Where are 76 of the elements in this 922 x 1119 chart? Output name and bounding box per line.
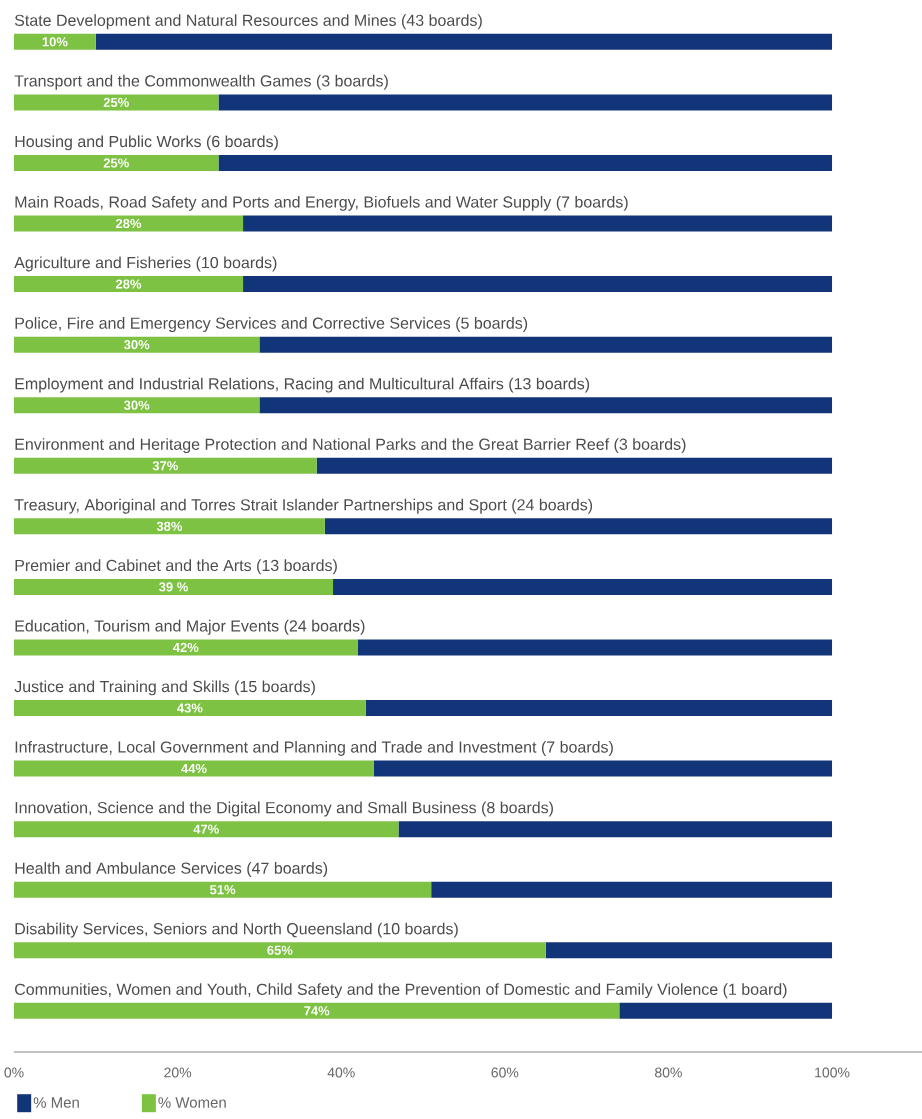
y-tick-label: Infrastructure, Local Government and Planning and Trade and Investment (7 boards) bbox=[15, 741, 613, 756]
bar bbox=[14, 881, 432, 898]
x-tick-label: 0% bbox=[4, 1067, 24, 1078]
y-tick-label: Communities, Women and Youth, Child Safety and the Prevention of Domestic and Family Violence (1 board) bbox=[15, 983, 787, 999]
y-tick-label: Main Roads, Road Safety and Ports and Energy, Biofuels and Water Supply (7 boards) bbox=[15, 195, 628, 211]
bar bbox=[259, 397, 833, 414]
bar bbox=[398, 821, 833, 838]
data-label: 30% bbox=[123, 340, 150, 350]
data-label: 38% bbox=[156, 521, 183, 531]
data-label: 47% bbox=[193, 824, 219, 834]
bar bbox=[14, 33, 96, 50]
bar bbox=[243, 215, 833, 232]
y-tick-label: State Development and Natural Resources and Mines (43 boards) bbox=[14, 14, 482, 30]
bar bbox=[333, 578, 833, 595]
bar bbox=[365, 700, 833, 717]
y-tick-label: Environment and Heritage Protection and National Parks and the Great Barrier Reef (3 boards) bbox=[15, 438, 686, 454]
y-tick-label: Agriculture and Fisheries (10 boards) bbox=[14, 256, 277, 272]
bar bbox=[14, 94, 219, 111]
bar bbox=[218, 94, 833, 111]
data-label: 37% bbox=[152, 461, 178, 471]
y-tick-label: Disability Services, Seniors and North Queensland (10 boards) bbox=[15, 922, 458, 938]
y-tick-label: Justice and Training and Skills (15 boards) bbox=[14, 680, 315, 696]
bar bbox=[14, 397, 260, 414]
y-tick-label: Housing and Public Works (6 boards) bbox=[15, 135, 278, 151]
bar bbox=[259, 336, 833, 353]
x-tick-label: 80% bbox=[655, 1067, 682, 1078]
bar bbox=[545, 942, 833, 959]
bar bbox=[14, 154, 219, 171]
bar bbox=[14, 700, 366, 717]
y-tick-label: Transport and the Commonwealth Games (3 boards) bbox=[14, 74, 388, 90]
bar bbox=[357, 639, 833, 656]
data-label: 44% bbox=[181, 764, 207, 774]
bar bbox=[14, 821, 399, 838]
data-label: 39 % bbox=[159, 582, 188, 592]
bar bbox=[14, 578, 334, 595]
bar bbox=[14, 457, 317, 474]
data-label: 65% bbox=[267, 945, 293, 955]
data-label: 30% bbox=[123, 400, 150, 410]
bar bbox=[14, 639, 358, 656]
data-label: 42% bbox=[172, 642, 199, 653]
y-tick-label: Employment and Industrial Relations, Racing and Multicultural Affairs (13 boards) bbox=[15, 377, 590, 393]
bar bbox=[14, 1002, 620, 1019]
x-tick-label: 20% bbox=[164, 1067, 192, 1078]
data-label: 74% bbox=[304, 1006, 330, 1016]
bar bbox=[324, 518, 833, 535]
bar bbox=[14, 276, 244, 293]
bar bbox=[14, 942, 546, 959]
y-tick-label: Education, Tourism and Major Events (24 boards) bbox=[15, 619, 365, 635]
bar bbox=[373, 760, 833, 777]
data-label: 10% bbox=[42, 37, 68, 47]
data-label: 28% bbox=[115, 279, 142, 289]
data-label: 51% bbox=[209, 885, 236, 895]
bar bbox=[14, 215, 244, 232]
legend-label: % Men bbox=[33, 1097, 79, 1108]
x-tick-label: 60% bbox=[491, 1067, 519, 1078]
bar bbox=[14, 518, 325, 535]
y-tick-label: Premier and Cabinet and the Arts (13 boards) bbox=[15, 559, 337, 575]
bar bbox=[14, 336, 260, 353]
bar bbox=[316, 457, 833, 474]
x-tick-label: 100% bbox=[815, 1067, 850, 1078]
bar bbox=[619, 1002, 833, 1019]
bar bbox=[431, 881, 833, 898]
y-tick-label: Treasury, Aboriginal and Torres Strait Islander Partnerships and Sport (24 boards) bbox=[14, 498, 593, 514]
data-label: 25% bbox=[103, 158, 129, 168]
y-tick-label: Police, Fire and Emergency Services and Corrective Services (5 boards) bbox=[15, 317, 528, 332]
y-tick-label: Innovation, Science and the Digital Economy and Small Business (8 boards) bbox=[15, 801, 553, 817]
legend-label: % Women bbox=[158, 1097, 226, 1108]
bar bbox=[14, 760, 374, 777]
bar bbox=[218, 154, 833, 171]
y-tick-label: Health and Ambulance Services (47 boards) bbox=[15, 862, 328, 878]
x-tick-label: 40% bbox=[327, 1067, 355, 1078]
bar bbox=[95, 33, 833, 50]
data-label: 43% bbox=[177, 703, 203, 713]
data-label: 28% bbox=[115, 218, 142, 229]
data-label: 25% bbox=[103, 97, 129, 107]
bar bbox=[243, 276, 833, 293]
